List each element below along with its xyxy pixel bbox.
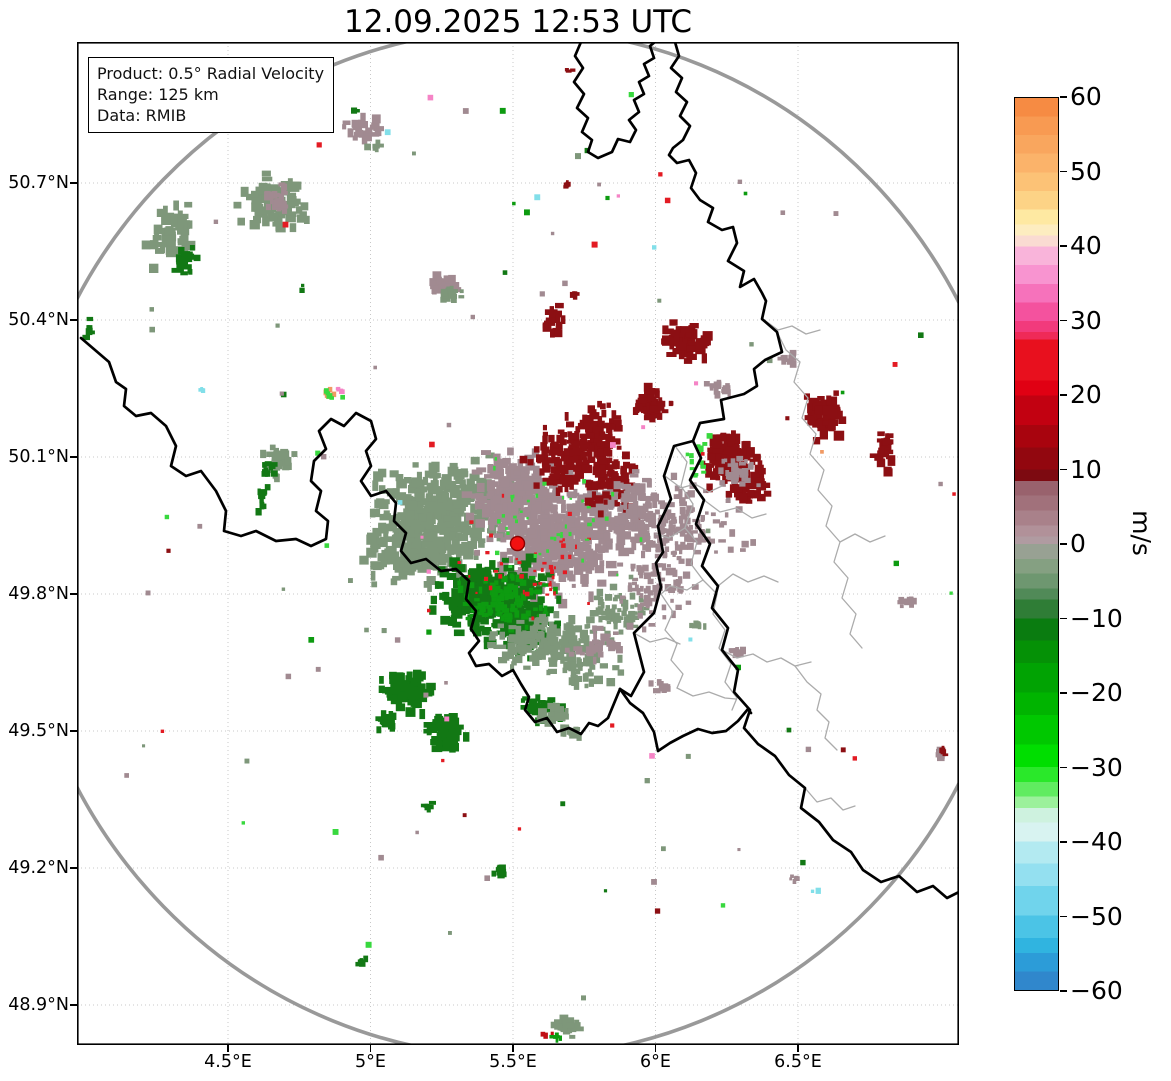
- info-box: Product: 0.5° Radial Velocity Range: 125…: [88, 57, 335, 134]
- colorbar-tick-label: 10: [1070, 454, 1102, 484]
- colorbar-tick-mark: [1060, 468, 1067, 471]
- y-tick-mark: [70, 730, 77, 732]
- x-tick-label: 4.5°E: [204, 1052, 252, 1072]
- y-tick-label: 50.1°N: [8, 447, 69, 467]
- y-tick-mark: [70, 182, 77, 184]
- y-tick-label: 49.8°N: [8, 584, 69, 604]
- colorbar-tick-label: −20: [1070, 678, 1123, 707]
- colorbar: [1014, 97, 1059, 991]
- y-tick-label: 50.4°N: [8, 310, 69, 330]
- y-tick-label: 50.7°N: [8, 173, 69, 193]
- colorbar-tick-mark: [1060, 170, 1067, 173]
- x-tick-mark: [227, 1045, 229, 1052]
- y-tick-label: 49.5°N: [8, 721, 69, 741]
- colorbar-tick-mark: [1060, 692, 1067, 694]
- colorbar-tick-mark: [1060, 766, 1067, 769]
- colorbar-tick-label: −30: [1070, 752, 1123, 782]
- page-title: 12.09.2025 12:53 UTC: [344, 4, 692, 40]
- map-plot: [77, 42, 959, 1045]
- colorbar-tick-label: 40: [1070, 231, 1102, 260]
- x-tick-mark: [369, 1045, 372, 1052]
- x-tick-mark: [654, 1045, 657, 1052]
- info-product: Product: 0.5° Radial Velocity: [97, 64, 325, 83]
- colorbar-tick-label: −40: [1070, 827, 1123, 856]
- colorbar-tick-mark: [1060, 990, 1067, 992]
- y-tick-mark: [70, 456, 77, 458]
- colorbar-unit-label: m/s: [1127, 510, 1156, 556]
- colorbar-tick-label: −60: [1070, 976, 1123, 1005]
- radar-site-marker: [509, 535, 526, 552]
- colorbar-tick-mark: [1060, 617, 1067, 620]
- x-tick-label: 6.5°E: [774, 1052, 822, 1072]
- colorbar-tick-label: 0: [1070, 529, 1086, 558]
- colorbar-tick-label: 30: [1070, 305, 1102, 335]
- colorbar-tick-mark: [1060, 319, 1067, 322]
- x-tick-label: 5.5°E: [489, 1052, 537, 1072]
- colorbar-tick-mark: [1060, 841, 1067, 843]
- y-tick-mark: [70, 1004, 77, 1006]
- colorbar-tick-label: 60: [1070, 82, 1102, 111]
- colorbar-tick-label: 20: [1070, 380, 1102, 409]
- colorbar-tick-mark: [1060, 394, 1067, 396]
- y-tick-mark: [70, 867, 77, 869]
- y-tick-mark: [70, 319, 77, 321]
- colorbar-tick-label: −50: [1070, 901, 1123, 931]
- y-tick-mark: [70, 593, 77, 595]
- info-range: Range: 125 km: [97, 85, 219, 105]
- y-tick-label: 49.2°N: [8, 858, 69, 878]
- colorbar-tick-label: −10: [1070, 603, 1123, 633]
- x-tick-mark: [512, 1045, 514, 1052]
- x-tick-label: 5°E: [355, 1052, 386, 1072]
- y-tick-label: 48.9°N: [8, 995, 69, 1015]
- colorbar-tick-mark: [1060, 245, 1067, 247]
- x-tick-mark: [797, 1045, 799, 1052]
- colorbar-tick-mark: [1060, 915, 1067, 918]
- colorbar-tick-mark: [1060, 96, 1067, 98]
- x-tick-label: 6°E: [640, 1052, 671, 1072]
- colorbar-tick-label: 50: [1070, 156, 1102, 186]
- colorbar-tick-mark: [1060, 543, 1067, 545]
- info-source: Data: RMIB: [97, 106, 187, 126]
